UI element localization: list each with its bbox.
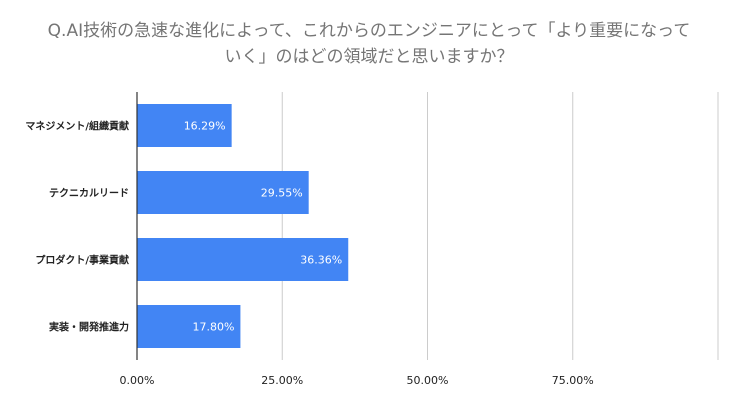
category-label-2: プロダクト/事業貢献	[35, 254, 129, 267]
x-tick-label-0: 0.00%	[120, 374, 155, 387]
bar-0	[137, 104, 232, 147]
x-tick-label-3: 75.00%	[552, 374, 594, 387]
data-label-0: 16.29%	[184, 120, 226, 133]
bar-2	[137, 238, 349, 281]
chart-title-line-2: いく」のはどの領域だと思いますか？	[224, 47, 514, 67]
category-label-1: テクニカルリード	[49, 188, 129, 200]
data-label-1: 29.55%	[261, 187, 303, 200]
category-label-0: マネジメント/組織貢献	[25, 120, 129, 133]
x-tick-label-2: 50.00%	[407, 374, 449, 387]
chart-title: Q.AI技術の急速な進化によって、これからのエンジニアにとって「より重要になって…	[0, 18, 738, 70]
bar-1	[137, 171, 309, 214]
category-label-3: 実装・開発推進力	[49, 321, 129, 334]
x-tick-label-1: 25.00%	[261, 374, 303, 387]
bar-3	[137, 305, 241, 348]
data-label-2: 36.36%	[300, 254, 342, 267]
chart-title-line-1: Q.AI技術の急速な進化によって、これからのエンジニアにとって「より重要になって	[47, 21, 691, 41]
data-label-3: 17.80%	[192, 321, 234, 334]
